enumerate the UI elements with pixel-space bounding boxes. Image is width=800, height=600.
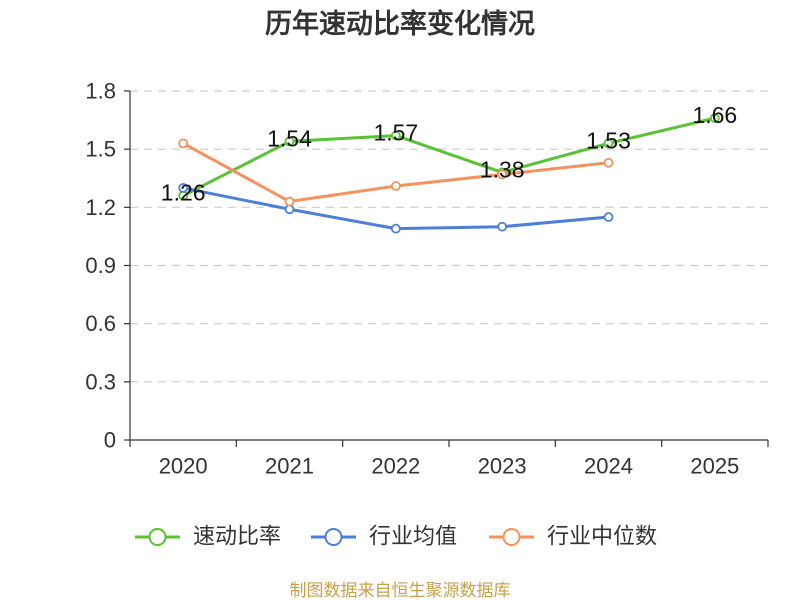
x-tick-label-2020: 2020: [159, 454, 208, 479]
data-label-2022: 1.57: [373, 120, 418, 146]
x-tick-label-2023: 2023: [478, 454, 527, 479]
series-lines: [182, 116, 716, 231]
data-label-2023: 1.38: [480, 156, 525, 182]
series-1-point-2022: [390, 223, 401, 234]
data-label-2024: 1.53: [586, 127, 631, 153]
legend-label: 行业中位数: [547, 525, 657, 550]
y-tick-label: 0.3: [85, 369, 116, 394]
legend-label: 行业均值: [369, 525, 457, 550]
series-0-point-2024: [603, 138, 614, 149]
series-1-point-2024: [603, 212, 614, 222]
series-1-point-2021: [284, 204, 295, 215]
data-labels: 1.26 1.54 1.57 1.38 1.53 1.66: [161, 102, 737, 206]
legend: 速动比率 行业均值 行业中位数: [135, 525, 657, 550]
series-line-0: [182, 116, 716, 198]
source-footnote: 制图数据来自恒生聚源数据库: [290, 581, 511, 600]
series-2-point-2023: [497, 169, 508, 180]
legend-label: 速动比率: [193, 525, 281, 550]
series-points: [178, 113, 720, 234]
x-tick-label-2025: 2025: [690, 454, 739, 479]
chart-title: 历年速动比率变化情况: [265, 8, 535, 40]
y-tick-label: 1.5: [85, 137, 116, 162]
axes: 0 0.3 0.6 0.9 1.2 1.5 1.8 2020 2021 2022 2023 2024 2…: [85, 79, 769, 479]
legend-circle-icon: [502, 528, 521, 546]
series-2-point-2022: [390, 181, 401, 191]
y-tick-label: 1.2: [85, 195, 116, 220]
series-1-point-2020: [178, 183, 189, 193]
legend-item-1[interactable]: 行业均值: [311, 525, 457, 550]
series-1-point-2023: [497, 221, 508, 232]
y-tick-label: 0.6: [85, 311, 116, 336]
legend-circle-icon: [324, 528, 343, 546]
series-0-point-2022: [390, 130, 401, 141]
gridlines: [130, 90, 768, 383]
legend-item-2[interactable]: 行业中位数: [489, 525, 657, 550]
y-tick-label: 0.9: [85, 253, 116, 278]
series-2-point-2020: [178, 138, 189, 149]
data-label-2025: 1.66: [692, 102, 737, 128]
data-label-2021: 1.54: [267, 125, 312, 151]
series-line-1: [182, 186, 609, 231]
series-2-point-2021: [284, 196, 295, 207]
series-2-point-2024: [603, 157, 614, 168]
x-tick-label-2024: 2024: [584, 454, 633, 479]
series-0-point-2025: [709, 113, 720, 124]
series-0-point-2021: [284, 136, 295, 147]
x-tick-label-2021: 2021: [265, 454, 314, 479]
y-tick-label: 1.8: [85, 79, 116, 104]
y-tick-label: 0: [104, 428, 116, 453]
x-tick-label-2022: 2022: [371, 454, 420, 479]
series-line-2: [182, 142, 609, 204]
data-label-2020: 1.26: [161, 180, 206, 206]
legend-circle-icon: [148, 528, 167, 546]
legend-item-0[interactable]: 速动比率: [135, 525, 281, 550]
